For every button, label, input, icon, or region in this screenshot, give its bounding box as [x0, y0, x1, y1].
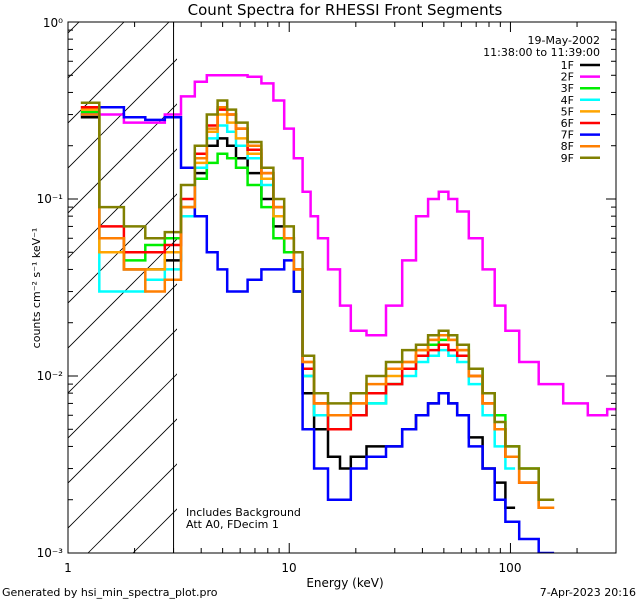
footer-generated-by: Generated by hsi_min_spectra_plot.pro [2, 586, 218, 599]
legend-label: 8F [561, 140, 574, 153]
hatch-line [68, 418, 177, 529]
hatch-line [68, 373, 177, 484]
hatch-line [68, 22, 80, 34]
series-line-9F [80, 99, 555, 501]
hatch-line [223, 0, 640, 553]
plot-frame [67, 21, 617, 554]
x-tick-label: 10 [281, 561, 296, 575]
legend-label: 1F [561, 59, 574, 72]
hatch-line [68, 238, 177, 349]
hatch-line [68, 328, 177, 439]
legend-label: 5F [561, 105, 574, 118]
series-line-2F [80, 74, 616, 417]
hatch-line [0, 0, 18, 553]
series-layer [80, 74, 616, 553]
legend-label: 6F [561, 117, 574, 130]
legend-label: 2F [561, 71, 574, 84]
y-axis-label: counts cm⁻² s⁻¹ keV⁻¹ [30, 228, 43, 349]
hatch-line [68, 148, 177, 259]
legend-label: 9F [561, 152, 574, 165]
hatched-region [0, 0, 640, 553]
legend-label: 3F [561, 82, 574, 95]
legend-label: 7F [561, 129, 574, 142]
time-range: 11:38:00 to 11:39:00 [483, 46, 600, 59]
annotation-background: Includes Background [186, 506, 301, 519]
chart-title: Count Spectra for RHESSI Front Segments [188, 1, 503, 19]
hatch-line [68, 22, 170, 124]
hatch-line [68, 283, 177, 394]
x-tick-label: 1 [64, 561, 72, 575]
x-axis-label: Energy (keV) [306, 576, 383, 590]
hatch-line [87, 463, 177, 553]
hatch-line [68, 58, 177, 169]
y-tick-label: 10⁻² [37, 369, 64, 383]
observation-date: 19-May-2002 [528, 34, 600, 47]
y-tick-label: 10⁻³ [37, 546, 64, 560]
y-tick-label: 10⁻¹ [37, 192, 64, 206]
hatch-line [68, 193, 177, 304]
hatch-line [68, 22, 125, 79]
footer-timestamp: 7-Apr-2023 20:16 [540, 586, 636, 599]
hatch-line [68, 103, 177, 214]
x-tick-label: 100 [499, 561, 522, 575]
annotation-attenuator: Att A0, FDecim 1 [186, 518, 279, 531]
y-tick-label: 10⁰ [43, 16, 63, 30]
legend-label: 4F [561, 94, 574, 107]
series-line-1F [80, 115, 516, 510]
axis-ticks [67, 21, 617, 554]
